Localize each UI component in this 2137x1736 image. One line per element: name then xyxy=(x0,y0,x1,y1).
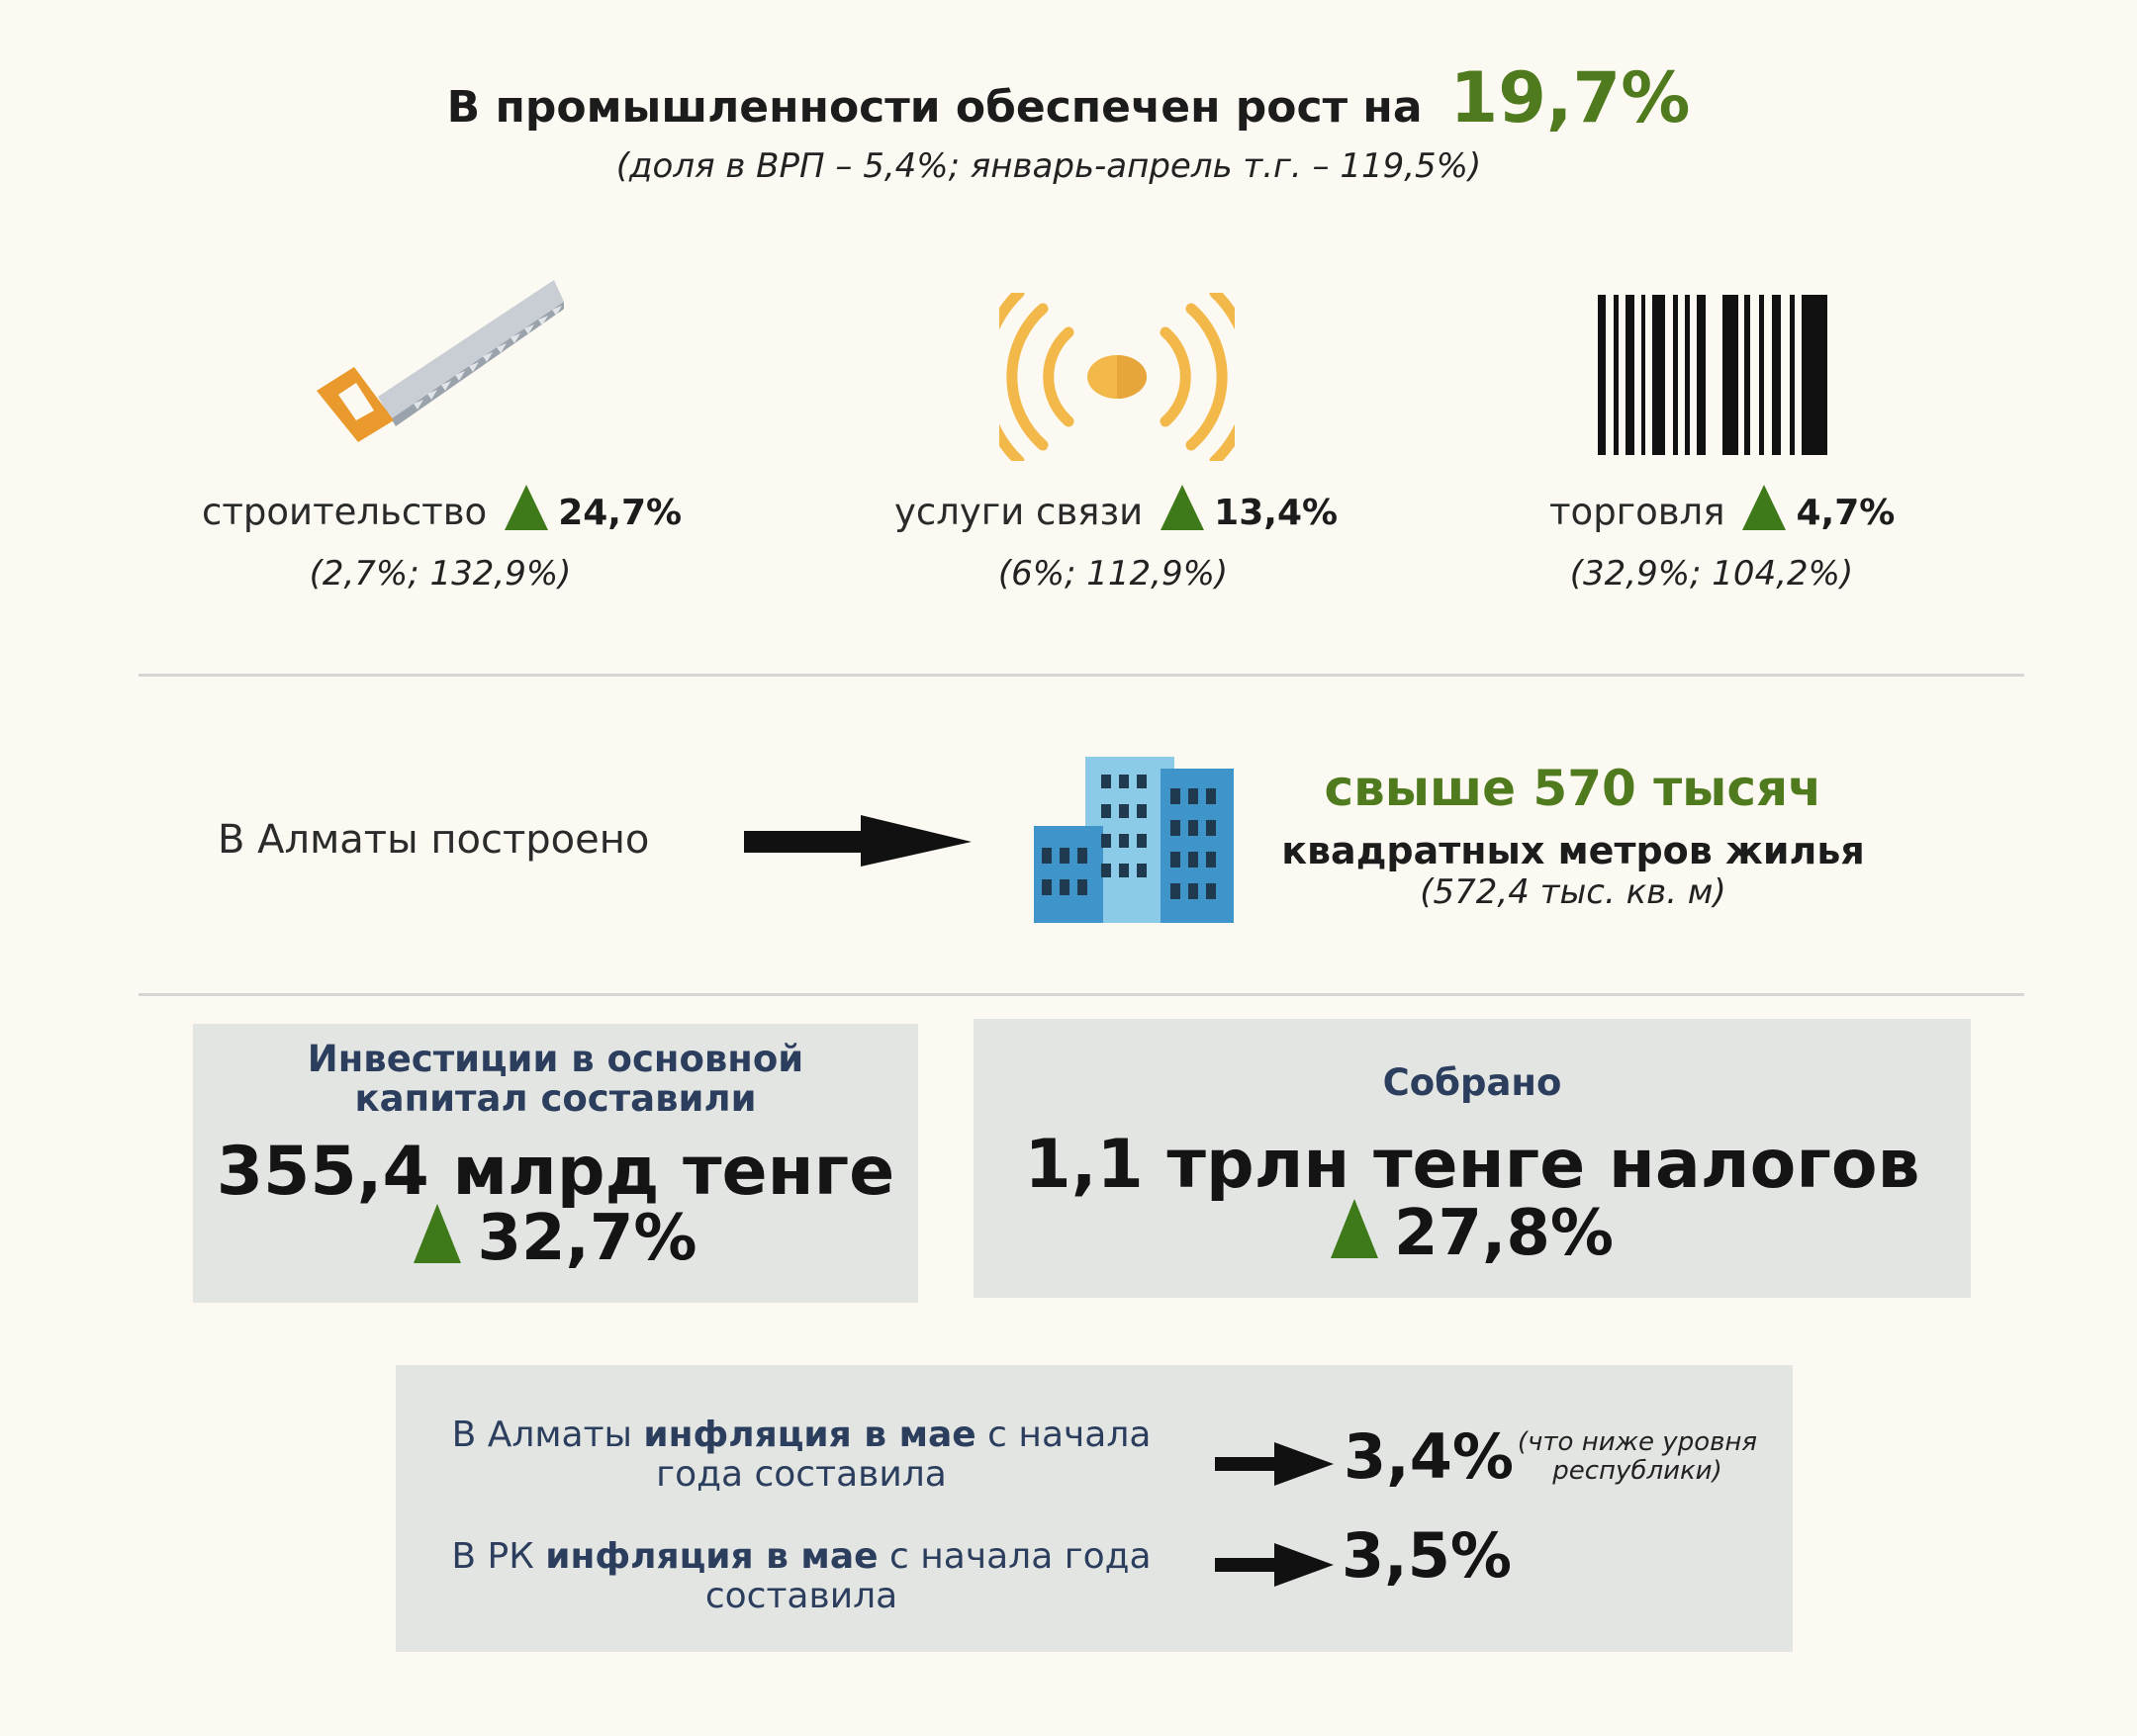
arrow-right-icon xyxy=(1215,1543,1334,1587)
arrow-right-icon xyxy=(1215,1442,1334,1486)
text-bold: инфляция в мае xyxy=(545,1536,879,1577)
text-post: с начала xyxy=(976,1415,1152,1455)
divider xyxy=(139,674,2024,677)
note-line: (что ниже уровня xyxy=(1517,1427,1758,1457)
taxes-card: Собрано 1,1 трлн тенге налогов 27,8% xyxy=(974,1019,1971,1298)
saw-icon xyxy=(317,280,564,442)
growth-up-icon xyxy=(505,485,549,530)
note-line: республики) xyxy=(1552,1456,1722,1486)
inflation-rk-text: В РК инфляция в мае с начала года состав… xyxy=(416,1537,1187,1616)
housing-main: свыше 570 тысяч xyxy=(1324,760,1822,817)
sector-detail: (2,7%; 132,9%) xyxy=(309,554,572,594)
investments-heading: Инвестиции в основной капитал составили xyxy=(193,1040,918,1119)
investments-amount: 355,4 млрд тенге xyxy=(216,1133,895,1211)
text-bold: инфляция в мае xyxy=(643,1415,976,1455)
headline-subtitle: (доля в ВРП – 5,4%; январь-апрель т.г. –… xyxy=(615,146,1482,186)
inflation-card: В Алматы инфляция в мае с начала года со… xyxy=(396,1365,1793,1652)
sector-construction: строительство 24,7% xyxy=(202,485,682,533)
sector-detail: (6%; 112,9%) xyxy=(997,554,1229,594)
inflation-rk-value: 3,5% xyxy=(1342,1519,1512,1592)
heading-line: капитал составили xyxy=(354,1077,757,1120)
signal-icon xyxy=(999,293,1235,461)
taxes-heading: Собрано xyxy=(1382,1061,1562,1104)
sector-label: услуги связи xyxy=(894,491,1144,533)
taxes-growth: 27,8% xyxy=(974,1197,1971,1270)
sector-growth: 4,7% xyxy=(1796,493,1896,533)
sector-label: строительство xyxy=(202,491,488,533)
headline-text: В промышленности обеспечен рост на xyxy=(446,82,1423,133)
sector-communications: услуги связи 13,4% xyxy=(894,485,1338,533)
taxes-amount: 1,1 трлн тенге налогов xyxy=(1024,1126,1920,1204)
buildings-icon xyxy=(1034,757,1234,923)
growth-value: 32,7% xyxy=(477,1202,697,1275)
investments-growth: 32,7% xyxy=(193,1202,918,1275)
divider xyxy=(139,993,2024,996)
growth-up-icon xyxy=(414,1204,462,1263)
sector-growth: 24,7% xyxy=(558,493,683,533)
sector-trade: торговля 4,7% xyxy=(1549,485,1895,533)
growth-up-icon xyxy=(1742,485,1787,530)
heading-line: Инвестиции в основной xyxy=(307,1038,804,1080)
growth-up-icon xyxy=(1330,1199,1378,1258)
housing-note: (572,4 тыс. кв. м) xyxy=(1420,872,1726,912)
growth-up-icon xyxy=(1161,485,1205,530)
inflation-line: составила xyxy=(704,1576,898,1616)
arrow-right-icon xyxy=(744,815,972,867)
inflation-line: В РК инфляция в мае с начала года xyxy=(416,1537,1187,1577)
inflation-almaty-value: 3,4% xyxy=(1344,1420,1514,1493)
text-pre: В РК xyxy=(451,1536,546,1577)
headline: В промышленности обеспечен рост на 19,7% xyxy=(0,57,2137,138)
inflation-almaty-text: В Алматы инфляция в мае с начала года со… xyxy=(416,1416,1187,1495)
sector-detail: (32,9%; 104,2%) xyxy=(1569,554,1854,594)
growth-value: 27,8% xyxy=(1393,1197,1615,1270)
barcode-icon xyxy=(1598,295,1827,455)
sector-label: торговля xyxy=(1549,491,1725,533)
inflation-line: года составила xyxy=(656,1454,947,1495)
headline-value: 19,7% xyxy=(1449,57,1691,138)
housing-label: В Алматы построено xyxy=(218,817,650,863)
sector-growth: 13,4% xyxy=(1214,493,1339,533)
inflation-line: В Алматы инфляция в мае с начала xyxy=(416,1416,1187,1455)
inflation-almaty-note: (что ниже уровня республики) xyxy=(1504,1428,1771,1486)
text-pre: В Алматы xyxy=(451,1415,644,1455)
housing-sub: квадратных метров жилья xyxy=(1281,829,1865,872)
investments-card: Инвестиции в основной капитал составили … xyxy=(193,1024,918,1303)
text-post: с начала года xyxy=(878,1536,1152,1577)
